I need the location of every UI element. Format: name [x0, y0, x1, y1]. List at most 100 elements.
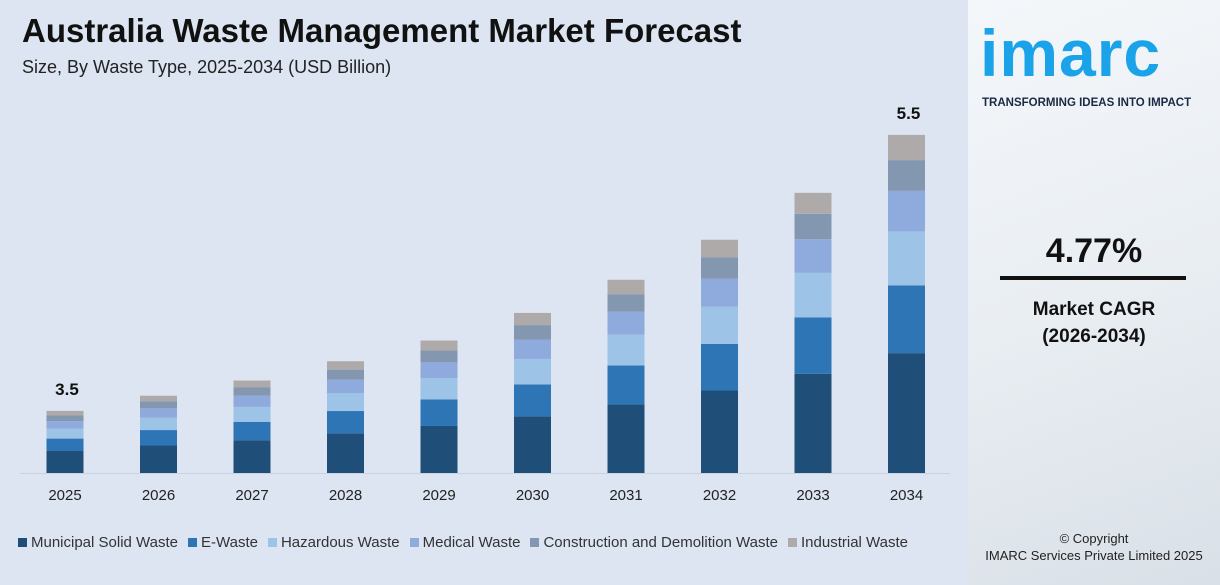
bar-segment-2032-0 [701, 390, 738, 473]
bar-segment-2029-1 [420, 399, 458, 426]
legend-swatch [409, 538, 419, 547]
bar-segment-2034-3 [888, 190, 925, 232]
x-tick-label: 2028 [329, 487, 362, 504]
legend-item: Medical Waste [409, 534, 521, 551]
bar-segment-2028-2 [327, 393, 364, 412]
bar-segment-2026-4 [140, 401, 177, 409]
bar-segment-2031-5 [607, 279, 645, 295]
legend-item: Hazardous Waste [267, 534, 400, 551]
bar-segment-2032-1 [701, 343, 738, 391]
legend-item: Industrial Waste [788, 534, 908, 551]
bar-segment-2030-0 [514, 416, 551, 473]
bar-segment-2031-2 [607, 334, 645, 366]
chart-subtitle: Size, By Waste Type, 2025-2034 (USD Bill… [22, 57, 392, 77]
x-tick-label: 2027 [235, 487, 268, 504]
brand-panel: imarc TRANSFORMING IDEAS INTO IMPACT 4.7… [968, 0, 1220, 585]
bar-segment-2033-4 [794, 213, 832, 240]
chart-title: Australia Waste Management Market Foreca… [22, 12, 742, 49]
bar-segment-2025-1 [46, 438, 84, 451]
bar-segment-2025-0 [46, 450, 84, 473]
bar-segment-2026-0 [140, 445, 177, 473]
legend-label: Hazardous Waste [280, 534, 400, 551]
bar-segment-2031-4 [607, 294, 645, 312]
data-label: 3.5 [55, 380, 79, 399]
x-tick-label: 2029 [422, 487, 455, 504]
legend-label: E-Waste [201, 534, 258, 551]
bar-segment-2034-5 [888, 134, 925, 161]
bar-segment-2025-3 [46, 421, 84, 429]
legend: Municipal Solid Waste E-Waste Hazardous Wa… [18, 534, 908, 551]
bar-segment-2028-0 [327, 433, 364, 473]
bar-segment-2029-3 [420, 362, 458, 379]
bar-segment-2026-1 [140, 430, 177, 446]
cagr-label-text: Market CAGR [1032, 299, 1156, 320]
x-tick-label: 2034 [890, 487, 923, 504]
tagline: TRANSFORMING IDEAS INTO IMPACT [982, 97, 1192, 109]
bar-segment-2029-2 [420, 378, 458, 400]
legend-swatch [18, 538, 27, 547]
legend-label: Industrial Waste [801, 534, 909, 551]
imarc-logo: imarc [980, 16, 1162, 90]
x-tick-label: 2031 [609, 487, 642, 504]
bar-segment-2032-5 [701, 239, 738, 258]
bar-segment-2032-3 [701, 278, 738, 307]
divider [1000, 276, 1186, 280]
legend-item: Municipal Solid Waste [18, 534, 178, 551]
legend-label: Medical Waste [422, 534, 521, 551]
copyright: © Copyright IMARC Services Private Limite… [968, 530, 1220, 564]
bar-segment-2031-0 [607, 404, 645, 473]
bar-segment-2026-5 [140, 395, 177, 402]
bar-segment-2025-4 [46, 415, 84, 422]
bar-segment-2030-5 [514, 312, 551, 326]
bar-segment-2027-3 [233, 395, 271, 407]
bar-segment-2027-5 [233, 380, 271, 388]
bar-segment-2030-4 [514, 325, 551, 340]
copyright-line1: © Copyright [1059, 531, 1129, 546]
x-tick-label: 2030 [516, 487, 549, 504]
bar-segment-2027-2 [233, 406, 271, 422]
bar-segment-2034-2 [888, 231, 925, 286]
stacked-bar-chart: 2025 3.5 2026 2027 2028 2029 2030 2031 2032 2033 2… [20, 104, 950, 504]
bar-segment-2028-1 [327, 411, 364, 434]
bar-segment-2034-0 [888, 353, 925, 473]
bar-segment-2028-3 [327, 379, 364, 394]
legend-label: Municipal Solid Waste [31, 534, 179, 551]
bar-segment-2029-5 [420, 340, 458, 351]
bar-segment-2026-3 [140, 408, 177, 418]
bar-segment-2033-5 [794, 192, 832, 214]
bar-segment-2032-2 [701, 306, 738, 344]
bar-segment-2029-0 [420, 425, 458, 473]
bar-segment-2030-1 [514, 384, 551, 417]
legend-swatch [267, 538, 277, 547]
bar-segment-2034-4 [888, 160, 925, 191]
bar-segment-2033-0 [794, 373, 832, 473]
bar-segment-2031-3 [607, 311, 645, 335]
chart-panel: Australia Waste Management Market Foreca… [0, 0, 968, 585]
legend-swatch [788, 538, 798, 547]
bar-segment-2026-2 [140, 417, 177, 431]
bar-segment-2031-1 [607, 365, 645, 405]
bar-segment-2033-1 [794, 317, 832, 374]
data-label: 5.5 [897, 104, 921, 123]
bar-segment-2034-1 [888, 285, 925, 354]
bar-segment-2030-3 [514, 339, 551, 359]
x-tick-label: 2025 [48, 487, 81, 504]
legend-item: Construction and Demolition Waste [530, 534, 778, 551]
legend-label: Construction and Demolition Waste [543, 534, 779, 551]
bar-segment-2025-2 [46, 428, 84, 439]
bar-segment-2033-2 [794, 272, 832, 318]
bar-segment-2028-5 [327, 361, 364, 370]
bar-segment-2033-3 [794, 239, 832, 273]
legend-swatch [188, 538, 198, 547]
bar-segment-2030-2 [514, 358, 551, 385]
bar-segment-2032-4 [701, 257, 738, 279]
bar-segment-2028-4 [327, 369, 364, 380]
bar-segment-2029-4 [420, 350, 458, 363]
cagr-label: Market CAGR (2026-2034) [968, 296, 1220, 350]
legend-swatch [530, 538, 540, 547]
bar-segment-2027-1 [233, 421, 271, 441]
bar-segment-2027-0 [233, 440, 271, 473]
legend-item: E-Waste [188, 534, 258, 551]
x-tick-label: 2032 [703, 487, 736, 504]
copyright-line2: IMARC Services Private Limited 2025 [985, 548, 1203, 563]
